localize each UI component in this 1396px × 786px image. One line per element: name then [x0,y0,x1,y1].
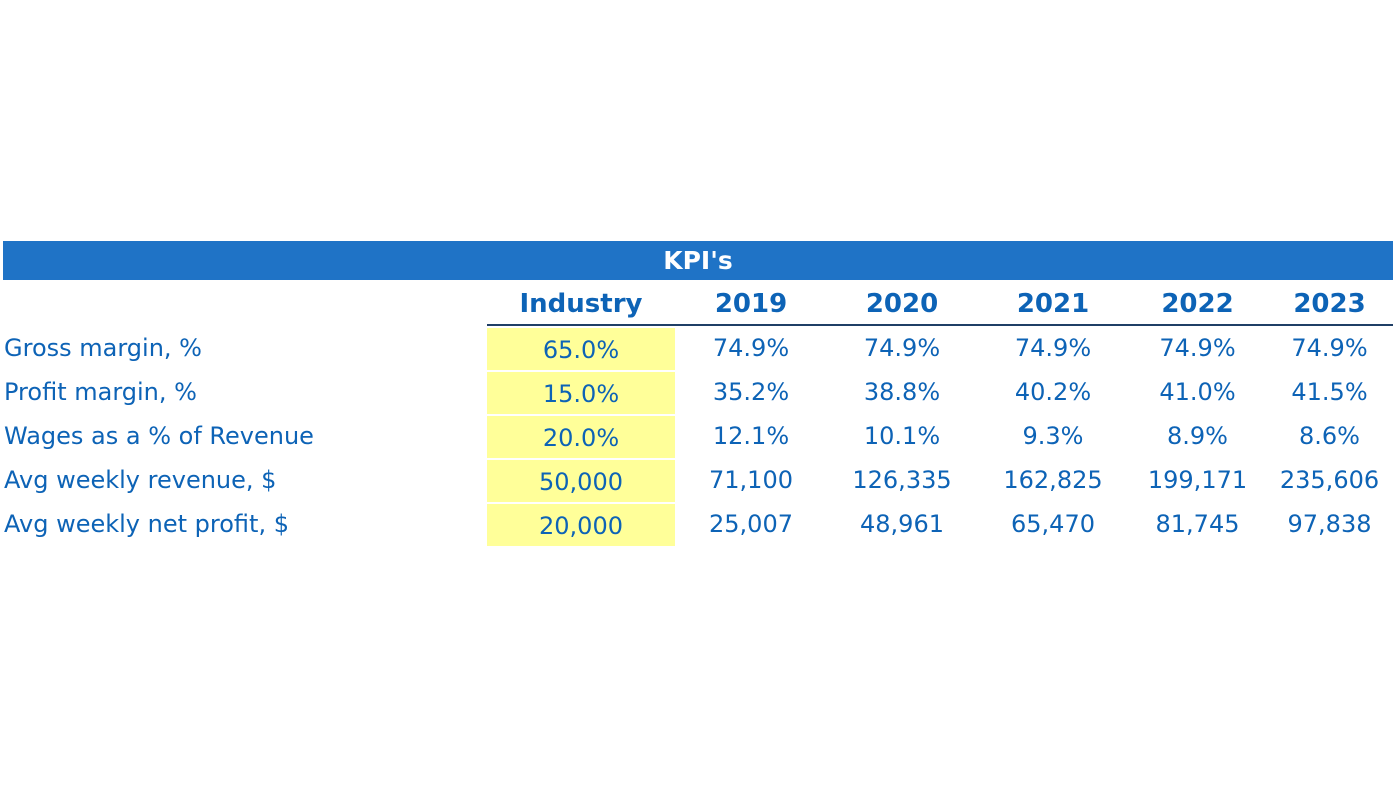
table-row-wages: Wages as a % of Revenue 20.0% 12.1% 10.1… [3,414,1393,458]
value-2022: 8.9% [1167,422,1228,450]
value-2019: 71,100 [709,466,793,494]
value-2019: 25,007 [709,510,793,538]
industry-value: 50,000 [487,458,675,502]
value-2021: 40.2% [1014,378,1092,406]
industry-value: 20,000 [487,502,675,546]
industry-value: 15.0% [487,370,675,414]
value-2020: 48,961 [860,510,944,538]
row-label: Avg weekly net profit, $ [4,510,289,538]
value-2021: 74.9% [1014,334,1092,362]
value-2019: 74.9% [712,334,790,362]
value-2019: 12.1% [712,422,790,450]
value-2020: 38.8% [863,378,941,406]
column-header-2019: 2019 [675,280,827,326]
row-label: Profit margin, % [4,378,197,406]
column-header-2021: 2021 [977,280,1129,326]
value-2023: 74.9% [1291,334,1368,362]
row-label: Avg weekly revenue, $ [4,466,277,494]
value-2023: 41.5% [1291,378,1368,406]
table-title: KPI's [3,241,1393,280]
value-2019: 35.2% [712,378,790,406]
value-2022: 199,171 [1147,466,1248,494]
header-label-spacer [3,280,487,326]
value-2022: 81,745 [1155,510,1240,538]
row-label: Wages as a % of Revenue [4,422,314,450]
table-row-profit-margin: Profit margin, % 15.0% 35.2% 38.8% 40.2%… [3,370,1393,414]
kpi-table: KPI's Industry 2019 2020 2021 2022 2023 … [3,241,1393,546]
header-row: Industry 2019 2020 2021 2022 2023 [3,280,1393,326]
value-2020: 126,335 [852,466,952,494]
column-header-2023: 2023 [1266,280,1393,326]
table-row-gross-margin: Gross margin, % 65.0% 74.9% 74.9% 74.9% … [3,326,1393,370]
row-label: Gross margin, % [4,334,202,362]
column-header-2020: 2020 [827,280,977,326]
value-2020: 10.1% [863,422,941,450]
value-2021: 65,470 [1011,510,1095,538]
value-2023: 8.6% [1299,422,1360,450]
table-row-avg-weekly-net-profit: Avg weekly net profit, $ 20,000 25,007 4… [3,502,1393,546]
industry-value: 65.0% [487,326,675,370]
value-2022: 74.9% [1159,334,1236,362]
value-2022: 41.0% [1159,378,1236,406]
value-2020: 74.9% [863,334,941,362]
value-2023: 97,838 [1287,510,1372,538]
value-2021: 9.3% [1022,422,1084,450]
value-2021: 162,825 [1003,466,1103,494]
industry-value: 20.0% [487,414,675,458]
value-2023: 235,606 [1279,466,1380,494]
column-header-industry: Industry [487,280,675,326]
column-header-2022: 2022 [1129,280,1266,326]
table-row-avg-weekly-revenue: Avg weekly revenue, $ 50,000 71,100 126,… [3,458,1393,502]
